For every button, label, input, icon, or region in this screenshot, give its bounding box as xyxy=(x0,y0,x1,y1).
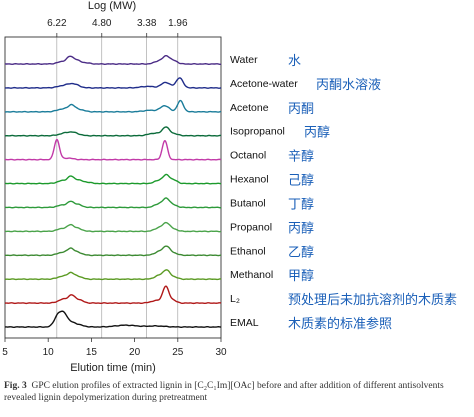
plot-frame xyxy=(4,36,222,339)
series-label-en: Octanol xyxy=(230,150,266,162)
gpc-chart: Log (MW) 6.22 4.80 3.38 1.96 Water 水 Acetone-… xyxy=(2,0,457,374)
trace-series-6 xyxy=(4,197,222,209)
bottom-tick-label: 30 xyxy=(215,347,227,358)
series-label-cn: 预处理后未加抗溶剂的木质素 xyxy=(288,292,457,308)
series-label-cn: 丁醇 xyxy=(288,196,314,212)
bottom-axis-ticks: 5 10 15 20 25 30 xyxy=(2,338,227,358)
top-tick-label: 6.22 xyxy=(47,18,67,29)
top-tick-label: 1.96 xyxy=(168,18,188,29)
series-label-en: Acetone xyxy=(230,102,269,114)
series-label-cn: 辛醇 xyxy=(288,149,314,165)
figure-caption-text: GPC elution profiles of extracted lignin… xyxy=(4,381,444,403)
bottom-tick-label: 15 xyxy=(86,347,98,358)
top-tick-label: 4.80 xyxy=(92,18,112,29)
bottom-tick-label: 10 xyxy=(43,347,55,358)
figure-label: Fig. 3 xyxy=(4,381,27,391)
traces xyxy=(4,54,222,328)
trace-series-4 xyxy=(4,138,222,161)
series-label-en: EMAL xyxy=(230,317,259,329)
top-tick-label: 3.38 xyxy=(137,18,157,29)
series-label-cn: 丙酮水溶液 xyxy=(316,78,381,93)
series-label-cn: 丙酮 xyxy=(288,102,314,117)
top-axis-title: Log (MW) xyxy=(88,0,136,12)
trace-series-2 xyxy=(4,99,222,113)
top-axis-ticks: 6.22 4.80 3.38 1.96 xyxy=(47,18,188,37)
gridlines xyxy=(56,37,179,338)
series-label-en: Acetone-water xyxy=(230,78,298,90)
trace-series-0 xyxy=(4,54,222,65)
series-label-cn: 甲醇 xyxy=(288,268,314,284)
series-label-cn: 水 xyxy=(288,54,301,69)
trace-series-1 xyxy=(4,77,222,89)
series-label-en: Water xyxy=(230,54,258,66)
trace-series-10 xyxy=(4,285,222,305)
trace-series-3 xyxy=(4,126,222,137)
trace-series-9 xyxy=(4,269,222,281)
bottom-tick-label: 25 xyxy=(172,347,184,358)
trace-series-5 xyxy=(4,173,222,185)
series-label-cn: 木质素的标准参照 xyxy=(288,316,392,332)
series-label-en: Ethanol xyxy=(230,245,266,257)
series-label-cn: 己醇 xyxy=(288,173,314,189)
series-label-en: Propanol xyxy=(230,221,272,233)
series-label-en: Hexanol xyxy=(230,174,269,186)
bottom-tick-label: 5 xyxy=(2,347,8,358)
series-label-en: Isopropanol xyxy=(230,126,285,138)
trace-series-8 xyxy=(4,245,222,257)
series-label-en: L₂ xyxy=(230,293,240,305)
series-label-cn: 乙醇 xyxy=(288,244,314,260)
series-label-cn: 丙醇 xyxy=(288,220,314,236)
series-label-cn: 丙醇 xyxy=(304,125,330,141)
trace-series-7 xyxy=(4,221,222,233)
series-label-en: Methanol xyxy=(230,269,273,281)
bottom-axis-title: Elution time (min) xyxy=(70,362,156,374)
bottom-tick-label: 20 xyxy=(129,347,141,358)
series-label-en: Butanol xyxy=(230,197,266,209)
trace-series-11 xyxy=(4,310,222,328)
series-labels: Water 水 Acetone-water 丙酮水溶液 Acetone 丙酮Isoprop… xyxy=(230,54,457,332)
figure-caption: Fig. 3 GPC elution profiles of extracted… xyxy=(4,380,466,404)
